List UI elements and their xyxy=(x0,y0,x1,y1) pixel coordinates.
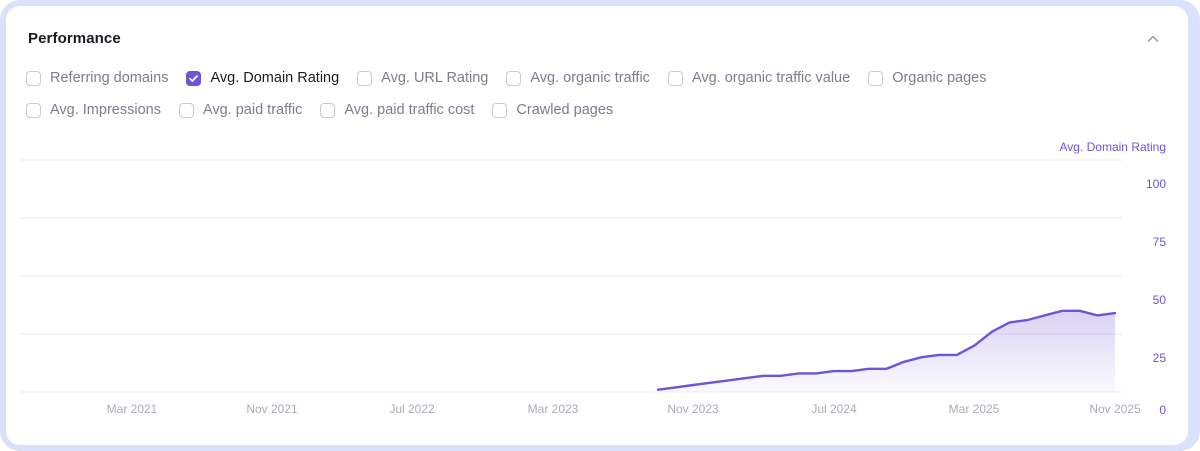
x-axis-tick-6: Mar 2025 xyxy=(948,402,1000,416)
checkbox-box xyxy=(26,70,41,86)
checkbox-referring-domains[interactable]: Referring domains xyxy=(26,64,168,92)
metric-row-1: Referring domains Avg. Domain Rating Avg… xyxy=(26,64,1168,92)
checkbox-box xyxy=(506,70,522,86)
performance-chart xyxy=(6,6,1188,445)
checkbox-box xyxy=(320,102,336,118)
checkbox-avg-paid-traffic[interactable]: Avg. paid traffic xyxy=(178,96,303,124)
checkbox-avg-organic-traffic[interactable]: Avg. organic traffic xyxy=(506,64,650,92)
checkbox-label: Crawled pages xyxy=(516,102,614,118)
checkbox-crawled-pages[interactable]: Crawled pages xyxy=(492,96,613,124)
checkbox-label: Avg. Domain Rating xyxy=(210,70,340,86)
checkbox-avg-organic-traffic-value[interactable]: Avg. organic traffic value xyxy=(667,64,851,92)
x-axis-tick-4: Nov 2023 xyxy=(667,402,719,416)
chart-svg xyxy=(20,159,1122,393)
x-axis-tick-0: Mar 2021 xyxy=(106,402,158,416)
page-title: Performance xyxy=(28,30,121,47)
checkbox-box xyxy=(492,102,508,118)
y-axis-tick-0: 0 xyxy=(1159,403,1166,417)
checkbox-label: Avg. paid traffic cost xyxy=(344,102,475,118)
checkbox-box xyxy=(26,102,41,118)
checkbox-box xyxy=(178,102,194,118)
checkbox-avg-url-rating[interactable]: Avg. URL Rating xyxy=(357,64,488,92)
x-axis-tick-2: Jul 2022 xyxy=(389,402,435,416)
checkbox-box xyxy=(357,70,373,86)
y-axis-tick-50: 50 xyxy=(1152,293,1166,307)
checkbox-label: Avg. paid traffic xyxy=(202,102,303,118)
performance-card: Performance Referring domains Avg. Domai… xyxy=(6,6,1188,445)
x-axis-tick-1: Nov 2021 xyxy=(246,402,298,416)
checkbox-box-checked xyxy=(186,70,202,86)
collapse-toggle-button[interactable] xyxy=(1140,26,1166,52)
chart-series-legend: Avg. Domain Rating xyxy=(1059,140,1167,154)
checkbox-label: Avg. Impressions xyxy=(50,102,161,118)
checkbox-avg-paid-traffic-cost[interactable]: Avg. paid traffic cost xyxy=(320,96,474,124)
chart-line-avg-domain-rating xyxy=(656,309,1117,391)
checkbox-avg-domain-rating[interactable]: Avg. Domain Rating xyxy=(186,64,339,92)
checkbox-label: Avg. URL Rating xyxy=(381,70,489,86)
card-header: Performance xyxy=(28,26,1166,52)
checkbox-label: Organic pages xyxy=(892,70,987,86)
chart-area-fill xyxy=(658,310,1115,392)
chevron-up-icon xyxy=(1147,35,1159,42)
metric-checkbox-group: Referring domains Avg. Domain Rating Avg… xyxy=(26,64,1168,124)
y-axis-tick-100: 100 xyxy=(1145,177,1166,191)
metric-row-2: Avg. Impressions Avg. paid traffic Avg. … xyxy=(26,96,1168,124)
checkbox-organic-pages[interactable]: Organic pages xyxy=(868,64,987,92)
checkbox-label: Referring domains xyxy=(50,70,169,86)
checkbox-box xyxy=(667,70,683,86)
x-axis-tick-5: Jul 2024 xyxy=(811,402,857,416)
checkbox-avg-impressions[interactable]: Avg. Impressions xyxy=(26,96,161,124)
check-icon xyxy=(189,74,199,82)
y-axis-tick-25: 25 xyxy=(1152,351,1166,365)
checkbox-label: Avg. organic traffic value xyxy=(691,70,851,86)
checkbox-label: Avg. organic traffic xyxy=(530,70,650,86)
y-axis-tick-75: 75 xyxy=(1152,235,1166,249)
checkbox-box xyxy=(868,70,884,86)
x-axis-tick-7: Nov 2025 xyxy=(1089,402,1141,416)
x-axis-tick-3: Mar 2023 xyxy=(527,402,579,416)
